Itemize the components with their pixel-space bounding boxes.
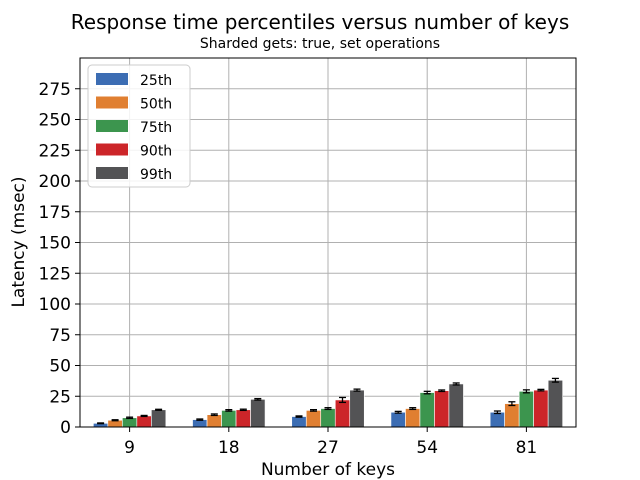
bar-25th-81: [489, 411, 505, 428]
legend-swatch-90th: [96, 143, 128, 156]
bar-99th-81: [547, 379, 563, 428]
bar-75th-9: [122, 417, 138, 428]
legend-label-75th: 75th: [140, 120, 172, 136]
y-tick-label: 100: [39, 295, 71, 315]
legend-label-50th: 50th: [140, 97, 172, 113]
x-tick-label: 81: [516, 438, 538, 458]
y-tick-label: 175: [39, 203, 71, 223]
legend-box: [87, 64, 191, 188]
y-tick-label: 25: [49, 387, 71, 407]
bar-25th-27: [291, 416, 307, 428]
legend-swatch-75th: [96, 120, 128, 132]
x-tick-label: 27: [317, 438, 339, 458]
bar-50th-81: [504, 403, 520, 428]
y-tick-label: 200: [39, 172, 71, 192]
bar-99th-54: [448, 383, 464, 428]
bar-99th-18: [250, 399, 266, 428]
bar-75th-18: [221, 410, 237, 428]
legend-swatch-99th: [96, 167, 128, 179]
bar-75th-27: [320, 408, 336, 428]
y-tick-label: 125: [39, 264, 71, 284]
legend-label-90th: 90th: [140, 144, 172, 160]
x-tick-label: 18: [218, 438, 240, 458]
x-tick-label: 54: [416, 438, 438, 458]
y-tick-label: 225: [39, 141, 71, 161]
bar-90th-9: [136, 415, 152, 428]
x-tick-label: 9: [124, 438, 135, 458]
bar-50th-18: [206, 414, 222, 428]
bar-50th-27: [305, 410, 322, 428]
chart-title: Response time percentiles versus number …: [71, 10, 569, 34]
bar-90th-81: [533, 389, 549, 428]
legend-label-99th: 99th: [140, 167, 172, 183]
y-tick-label: 275: [39, 80, 71, 100]
y-tick-label: 50: [49, 357, 71, 377]
chart-subtitle: Sharded gets: true, set operations: [200, 36, 440, 52]
bar-75th-54: [419, 392, 435, 428]
x-axis-label: Number of keys: [261, 460, 395, 480]
legend-swatch-50th: [96, 96, 128, 109]
bar-90th-27: [334, 399, 351, 428]
bar-25th-54: [390, 411, 406, 428]
bar-99th-27: [349, 389, 365, 428]
y-tick-label: 0: [60, 418, 71, 438]
bar-50th-54: [405, 408, 421, 428]
axis-ticks: 0 25 50 75 100 125 150 175 200 225 250 275 9 18 27 54 81: [39, 80, 538, 458]
legend: 25th 50th 75th 90th 99th: [87, 64, 191, 188]
legend-swatch-25th: [96, 73, 128, 85]
y-tick-label: 75: [49, 326, 71, 346]
bar-90th-18: [235, 409, 251, 428]
bar-75th-81: [518, 391, 534, 428]
legend-label-25th: 25th: [140, 73, 172, 89]
y-tick-label: 150: [39, 234, 71, 254]
bar-99th-9: [151, 409, 167, 428]
y-axis-label: Latency (msec): [9, 176, 29, 307]
bar-90th-54: [434, 390, 450, 428]
y-tick-label: 250: [39, 111, 71, 131]
